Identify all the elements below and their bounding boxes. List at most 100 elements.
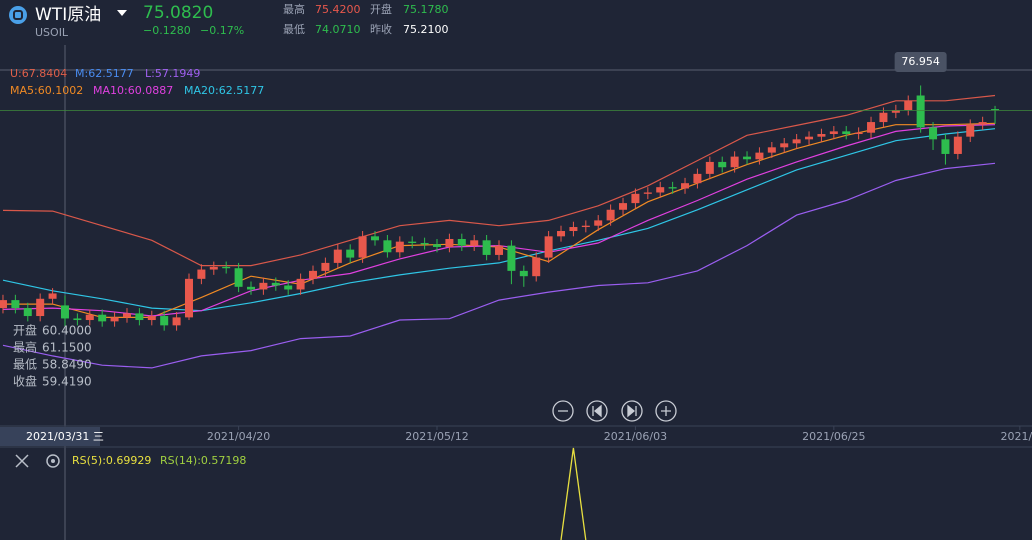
candle-body — [23, 308, 32, 317]
candle-body — [110, 317, 119, 322]
candle-body — [619, 203, 628, 210]
stat-label: 昨收 — [370, 22, 392, 36]
candle-body — [891, 110, 900, 113]
candle-body — [978, 122, 987, 125]
candle-body — [98, 314, 107, 322]
candle-body — [867, 122, 876, 133]
candle-body — [73, 318, 82, 321]
x-axis: 2021/03/31 三 2021/04/20 2021/05/12 2021/06/… — [26, 426, 1032, 443]
candle-body — [358, 236, 367, 258]
candle-body — [383, 240, 392, 253]
close-indicator[interactable] — [15, 454, 29, 468]
stat-label: 开盘 — [370, 2, 392, 16]
candle-body — [209, 266, 218, 270]
legend-ma: MA20:62.5177 — [184, 84, 264, 97]
candle-body — [953, 136, 962, 154]
candle-body — [705, 161, 714, 174]
indicator-line — [2, 94, 996, 267]
symbol-icon — [9, 6, 27, 24]
legend-ma: MA5:60.1002 — [10, 84, 83, 97]
candle-body — [842, 131, 851, 135]
candle-body — [321, 262, 330, 271]
candle-body — [693, 173, 702, 184]
x-tick-label: 2021/03/31 三 — [26, 430, 104, 443]
stat-label: 最低 — [283, 23, 305, 36]
candle-body — [879, 112, 888, 123]
info-value: 58.8490 — [42, 358, 92, 372]
candle-body — [594, 220, 603, 226]
crosshair-date-box — [0, 427, 100, 446]
info-label: 最低 — [13, 358, 37, 372]
candle-body — [916, 95, 925, 128]
candle-body — [817, 134, 826, 137]
stat-value: 75.4200 — [315, 3, 361, 16]
stat-value: 74.0710 — [315, 23, 361, 36]
candle-body — [544, 236, 553, 258]
candle-body — [966, 124, 975, 137]
price-change-pct: −0.17% — [200, 24, 244, 37]
legend-ma: MA10:60.0887 — [93, 84, 173, 97]
candle-body — [346, 249, 355, 258]
symbol-name[interactable]: WTI原油 — [35, 5, 101, 25]
candle-body — [222, 266, 231, 269]
price-change: −0.1280 — [143, 24, 191, 37]
candle-body — [60, 305, 69, 319]
candle-body — [532, 257, 541, 277]
indicator-legend: RS(5):0.69929 — [72, 454, 151, 467]
candle-body — [643, 192, 652, 194]
info-value: 61.1500 — [42, 341, 92, 355]
candle-body — [122, 313, 131, 318]
icon-glyph — [13, 10, 23, 20]
rs-line — [560, 447, 587, 540]
candle-body — [147, 316, 156, 321]
indicator-legend: RS(14):0.57198 — [160, 454, 246, 467]
max-label: 76.954 — [901, 55, 940, 68]
candle-body — [172, 317, 181, 326]
candle-body — [581, 225, 590, 228]
candle-body — [296, 278, 305, 290]
candle-body — [767, 147, 776, 153]
candle-body — [743, 156, 752, 160]
candle-body — [0, 300, 7, 309]
candle-body — [36, 298, 45, 317]
indicator-line — [2, 162, 996, 369]
candle-body — [408, 241, 417, 243]
candle-body — [929, 127, 938, 140]
candle-body — [829, 131, 838, 135]
legend-boll: L:57.1949 — [145, 67, 200, 80]
symbol-code: USOIL — [35, 26, 69, 39]
candle-body — [656, 187, 665, 193]
candle-body — [457, 238, 466, 246]
candle-body — [470, 240, 479, 246]
candle-body — [718, 161, 727, 168]
candle-body — [792, 139, 801, 144]
x-tick-label: 2021/05/12 — [405, 430, 468, 443]
icon — [661, 406, 671, 416]
x-tick-label: 2021/06/03 — [604, 430, 667, 443]
candle-body — [184, 278, 193, 318]
info-value: 59.4190 — [42, 375, 92, 389]
candle-body — [854, 132, 863, 135]
candle-body — [420, 242, 429, 245]
candle-body — [730, 156, 739, 168]
candle-body — [507, 245, 516, 271]
candle-body — [482, 240, 491, 255]
candle-body — [668, 187, 677, 189]
candle-body — [259, 282, 268, 290]
dropdown-arrow[interactable] — [117, 10, 127, 16]
stat-label: 最高 — [283, 2, 305, 16]
indicator-settings[interactable] — [46, 454, 60, 468]
candle-body — [991, 109, 1000, 111]
candle-body — [755, 152, 764, 160]
candle-body — [569, 227, 578, 232]
info-label: 收盘 — [13, 374, 37, 389]
candle-body — [160, 316, 169, 326]
candle-body — [48, 293, 57, 299]
legend-boll: M:62.5177 — [75, 67, 134, 80]
candle-body — [135, 313, 144, 321]
candle-body — [904, 100, 913, 111]
candle-body — [941, 139, 950, 154]
